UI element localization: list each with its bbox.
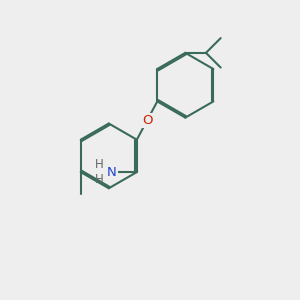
Text: N: N [107, 166, 117, 178]
Text: H: H [95, 158, 104, 171]
Text: O: O [142, 114, 152, 127]
Text: H: H [95, 173, 104, 186]
